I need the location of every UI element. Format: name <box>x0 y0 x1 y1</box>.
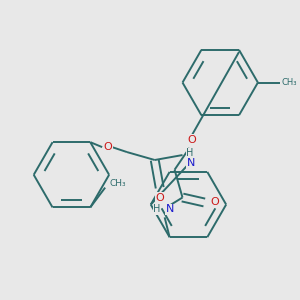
Text: O: O <box>187 135 196 145</box>
Text: N: N <box>165 204 174 214</box>
Text: CH₃: CH₃ <box>282 78 297 87</box>
Text: H: H <box>153 204 160 214</box>
Text: H: H <box>187 148 194 158</box>
Text: CH₃: CH₃ <box>109 179 126 188</box>
Text: N: N <box>187 158 195 168</box>
Text: O: O <box>155 193 164 203</box>
Text: O: O <box>210 197 219 208</box>
Text: O: O <box>104 142 112 152</box>
